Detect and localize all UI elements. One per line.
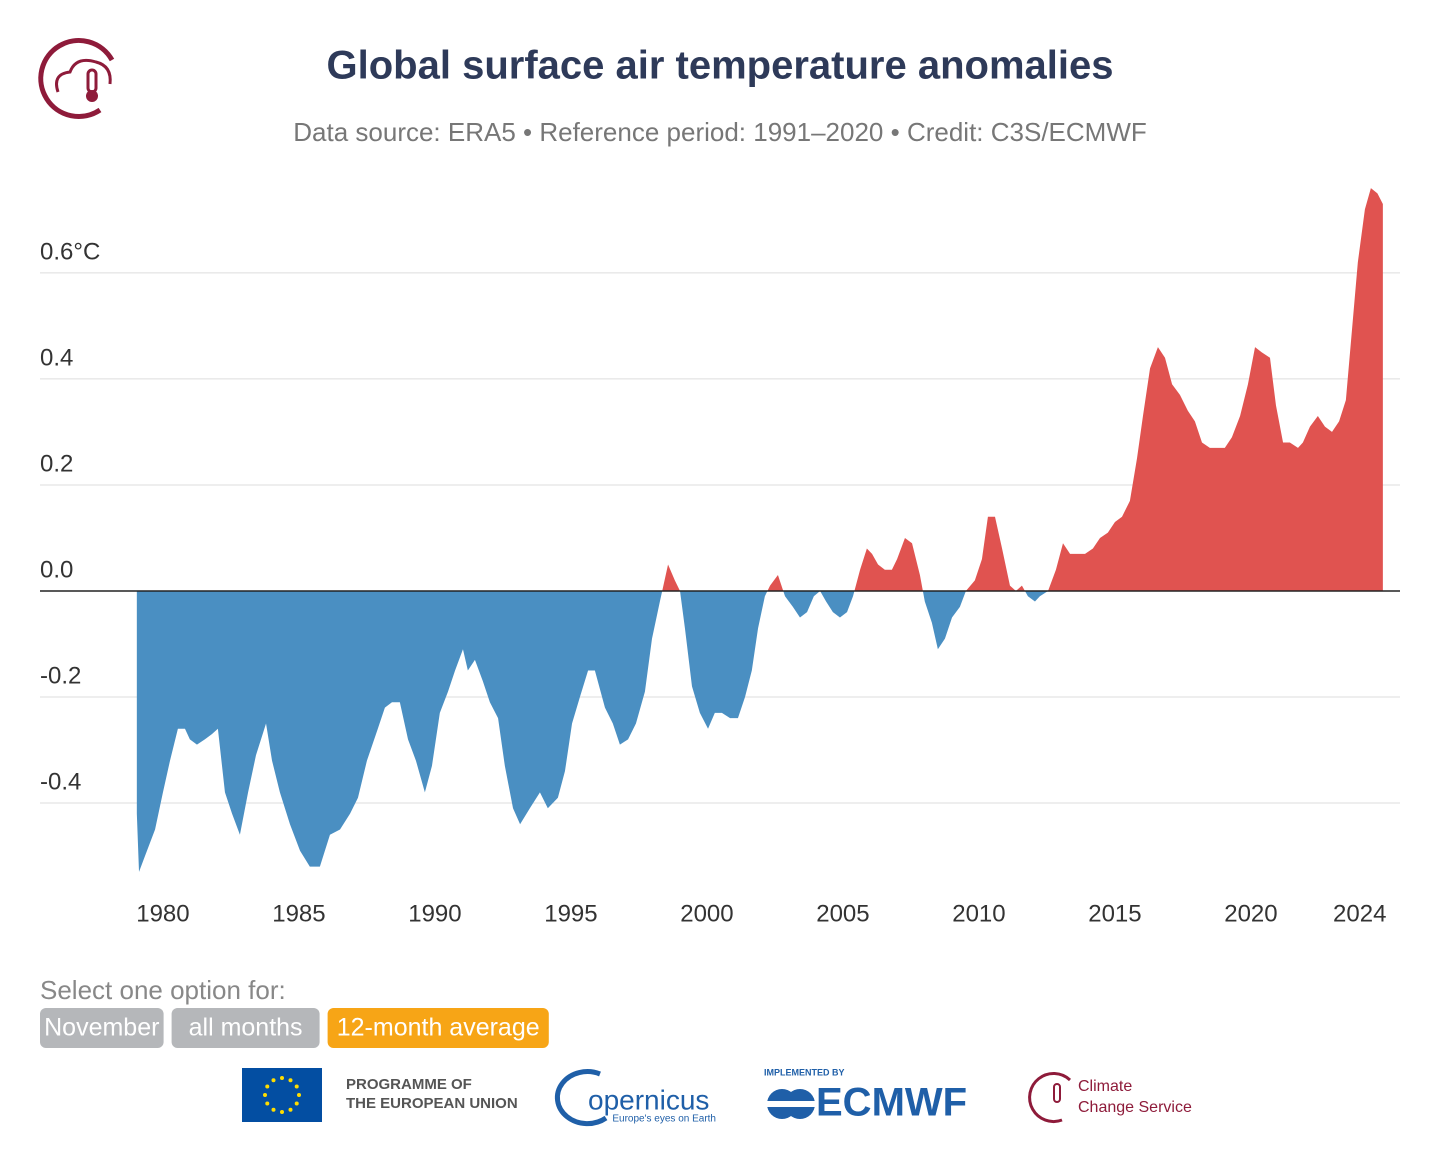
- controls-prompt: Select one option for:: [40, 975, 286, 1005]
- chart-title: Global surface air temperature anomalies: [327, 44, 1114, 88]
- option-button[interactable]: November: [40, 1008, 164, 1048]
- anomaly-area: [136, 188, 1383, 872]
- option-button-label: 12-month average: [337, 1014, 540, 1042]
- ecmwf-label: IMPLEMENTED BY: [764, 1067, 845, 1077]
- ecmwf-text: ECMWF: [816, 1081, 967, 1125]
- y-tick-label: -0.2: [40, 662, 81, 689]
- chart-subtitle: Data source: ERA5 • Reference period: 19…: [293, 117, 1147, 147]
- option-button-label: all months: [189, 1014, 303, 1042]
- x-tick-label: 2010: [952, 900, 1005, 927]
- eu-text: PROGRAMME OF: [346, 1076, 472, 1093]
- x-tick-label: 2020: [1224, 900, 1277, 927]
- option-button[interactable]: 12-month average: [327, 1008, 549, 1048]
- x-tick-label: 2015: [1088, 900, 1141, 927]
- eu-text: THE EUROPEAN UNION: [346, 1095, 518, 1112]
- option-button-bg: [327, 1008, 549, 1048]
- copernicus-tagline: Europe's eyes on Earth: [612, 1114, 716, 1125]
- y-tick-label: 0.4: [40, 344, 73, 371]
- copernicus-c: [554, 1069, 608, 1127]
- c3s-text: Climate: [1078, 1078, 1132, 1095]
- x-tick-label: 1995: [544, 900, 597, 927]
- x-tick-label: 2024: [1333, 900, 1386, 927]
- option-button[interactable]: all months: [171, 1008, 320, 1048]
- logo: [38, 37, 115, 119]
- ecmwf-mark: [764, 1089, 816, 1119]
- option-button-bg: [40, 1008, 164, 1048]
- c3s-logo: [1028, 1072, 1072, 1124]
- c3s-text: Change Service: [1078, 1099, 1192, 1116]
- x-tick-label: 1990: [408, 900, 461, 927]
- y-tick-label: 0.0: [40, 556, 73, 583]
- option-button-bg: [171, 1008, 320, 1048]
- option-button-label: November: [44, 1014, 159, 1042]
- x-tick-label: 1980: [136, 900, 189, 927]
- eu-stars: [263, 1076, 301, 1114]
- y-tick-label: 0.6°C: [40, 238, 100, 265]
- y-tick-label: -0.4: [40, 768, 81, 795]
- copernicus-text: opernicus: [588, 1084, 709, 1115]
- x-tick-label: 2005: [816, 900, 869, 927]
- x-tick-label: 1985: [272, 900, 325, 927]
- x-tick-label: 2000: [680, 900, 733, 927]
- y-tick-label: 0.2: [40, 450, 73, 477]
